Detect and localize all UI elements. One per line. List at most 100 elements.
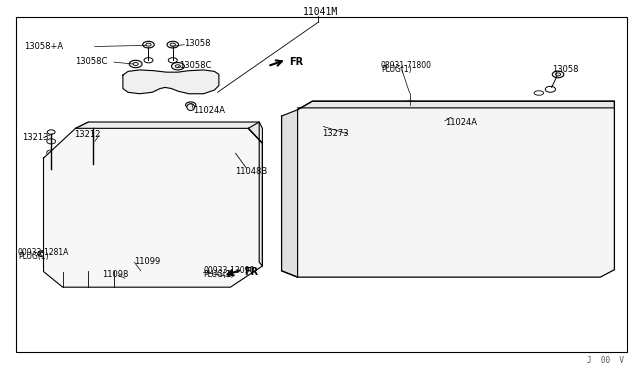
Ellipse shape bbox=[390, 131, 416, 152]
Ellipse shape bbox=[352, 131, 378, 152]
Text: 13058: 13058 bbox=[184, 39, 211, 48]
Circle shape bbox=[186, 102, 196, 108]
Circle shape bbox=[45, 234, 60, 243]
Polygon shape bbox=[44, 128, 262, 287]
Ellipse shape bbox=[129, 77, 155, 89]
Circle shape bbox=[376, 266, 392, 275]
Ellipse shape bbox=[113, 275, 131, 282]
Text: 13058C: 13058C bbox=[76, 57, 108, 66]
Ellipse shape bbox=[179, 152, 205, 170]
Ellipse shape bbox=[315, 167, 338, 182]
Polygon shape bbox=[282, 101, 614, 277]
Circle shape bbox=[581, 266, 596, 275]
Ellipse shape bbox=[314, 131, 339, 152]
Circle shape bbox=[479, 266, 494, 275]
Ellipse shape bbox=[586, 204, 605, 214]
Text: 13058: 13058 bbox=[552, 65, 578, 74]
Ellipse shape bbox=[547, 203, 566, 214]
Circle shape bbox=[172, 62, 184, 70]
Ellipse shape bbox=[314, 124, 328, 129]
Ellipse shape bbox=[353, 167, 376, 182]
Ellipse shape bbox=[140, 129, 177, 148]
Text: 00933-1281A: 00933-1281A bbox=[18, 248, 69, 257]
Circle shape bbox=[168, 276, 184, 286]
Ellipse shape bbox=[470, 202, 490, 212]
Ellipse shape bbox=[584, 173, 604, 186]
Polygon shape bbox=[248, 122, 262, 266]
Ellipse shape bbox=[184, 77, 210, 89]
Circle shape bbox=[552, 71, 564, 78]
Ellipse shape bbox=[392, 167, 415, 182]
Polygon shape bbox=[123, 70, 219, 94]
Ellipse shape bbox=[137, 182, 157, 196]
Text: 11098: 11098 bbox=[102, 270, 129, 279]
Ellipse shape bbox=[182, 177, 202, 191]
Text: 11024A: 11024A bbox=[193, 106, 225, 115]
Text: 13213: 13213 bbox=[22, 133, 49, 142]
Ellipse shape bbox=[467, 131, 493, 153]
Ellipse shape bbox=[355, 199, 374, 210]
Circle shape bbox=[283, 196, 296, 204]
Ellipse shape bbox=[185, 124, 222, 142]
Ellipse shape bbox=[432, 201, 451, 211]
Circle shape bbox=[143, 41, 154, 48]
Ellipse shape bbox=[89, 162, 116, 180]
Polygon shape bbox=[298, 101, 614, 110]
Text: 00933-13090: 00933-13090 bbox=[204, 266, 255, 275]
Text: PLUG(1): PLUG(1) bbox=[18, 252, 49, 261]
Ellipse shape bbox=[223, 275, 235, 280]
Ellipse shape bbox=[92, 187, 113, 201]
Text: 13058+A: 13058+A bbox=[24, 42, 63, 51]
Ellipse shape bbox=[508, 170, 530, 185]
Circle shape bbox=[283, 171, 296, 179]
Ellipse shape bbox=[38, 250, 52, 257]
Circle shape bbox=[402, 100, 417, 109]
Ellipse shape bbox=[583, 135, 605, 155]
Ellipse shape bbox=[545, 134, 569, 155]
Ellipse shape bbox=[430, 168, 453, 183]
Ellipse shape bbox=[506, 132, 531, 154]
Polygon shape bbox=[282, 110, 298, 277]
Circle shape bbox=[283, 145, 296, 153]
Text: 08931-71800: 08931-71800 bbox=[381, 61, 432, 70]
Circle shape bbox=[47, 150, 56, 155]
Ellipse shape bbox=[130, 199, 149, 207]
Text: J  00  V: J 00 V bbox=[587, 356, 624, 365]
Text: 11024A: 11024A bbox=[445, 118, 477, 127]
Text: 11041M: 11041M bbox=[302, 7, 338, 17]
Circle shape bbox=[47, 139, 56, 144]
Text: PLUG(1): PLUG(1) bbox=[381, 65, 412, 74]
Ellipse shape bbox=[134, 157, 161, 174]
Text: FR: FR bbox=[244, 267, 259, 277]
Circle shape bbox=[325, 266, 340, 275]
Circle shape bbox=[283, 246, 296, 253]
Ellipse shape bbox=[447, 115, 455, 122]
Circle shape bbox=[47, 161, 56, 166]
Circle shape bbox=[45, 202, 60, 211]
Text: PLUG(1): PLUG(1) bbox=[204, 270, 234, 279]
Circle shape bbox=[129, 60, 142, 68]
Ellipse shape bbox=[175, 194, 194, 202]
Text: 13273: 13273 bbox=[323, 129, 349, 138]
Text: 11099: 11099 bbox=[134, 257, 161, 266]
Circle shape bbox=[84, 276, 101, 286]
Ellipse shape bbox=[429, 131, 454, 152]
Ellipse shape bbox=[394, 200, 413, 211]
Ellipse shape bbox=[129, 268, 150, 276]
Circle shape bbox=[45, 170, 60, 179]
Circle shape bbox=[167, 41, 179, 48]
Circle shape bbox=[283, 120, 296, 127]
Circle shape bbox=[209, 276, 226, 286]
Ellipse shape bbox=[187, 104, 195, 110]
Ellipse shape bbox=[89, 135, 97, 157]
Circle shape bbox=[428, 266, 443, 275]
Ellipse shape bbox=[547, 171, 567, 186]
Ellipse shape bbox=[468, 169, 492, 184]
Text: 11048B: 11048B bbox=[236, 167, 268, 176]
Ellipse shape bbox=[317, 199, 336, 209]
Polygon shape bbox=[76, 122, 262, 143]
Text: FR: FR bbox=[289, 57, 303, 67]
Ellipse shape bbox=[85, 202, 104, 211]
Circle shape bbox=[126, 276, 143, 286]
Ellipse shape bbox=[95, 135, 132, 154]
